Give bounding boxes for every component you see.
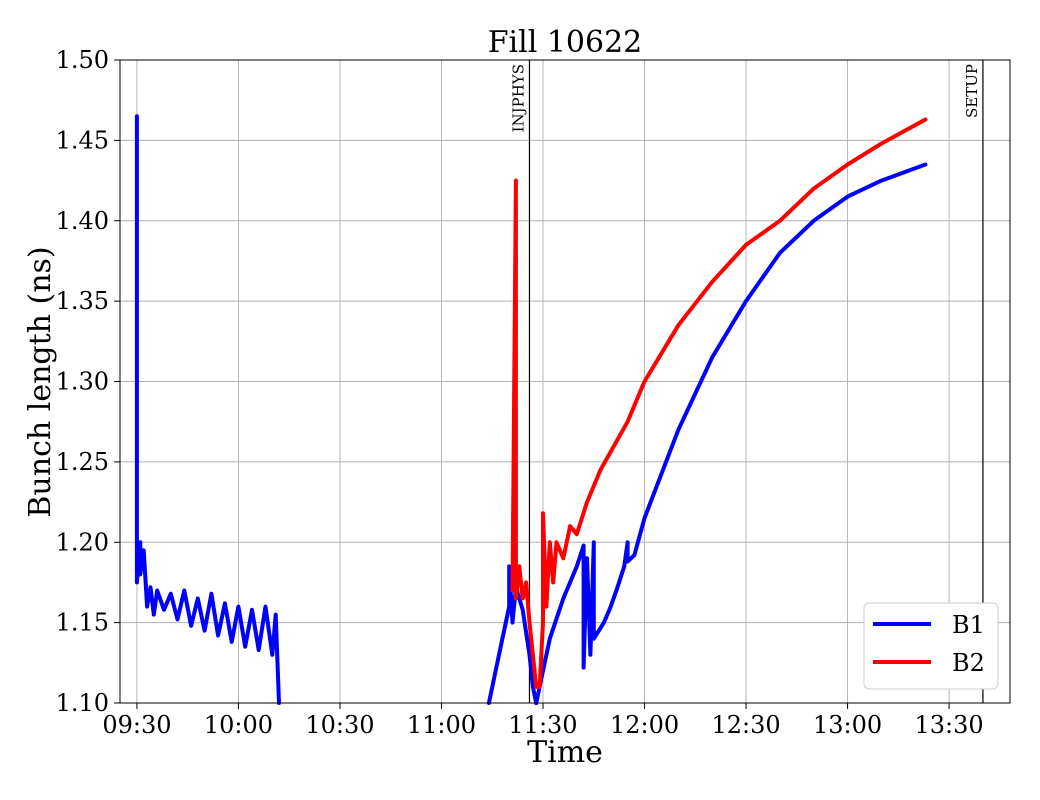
y-tick-label: 1.15 bbox=[56, 609, 109, 637]
series-line-b1 bbox=[134, 114, 281, 705]
x-tick-label: 12:30 bbox=[711, 711, 780, 739]
axis-ticks: 09:30 10:00 10:30 11:00 11:30 12:00 12:30 13:00… bbox=[56, 46, 984, 739]
event-markers: INJPHYS SETUP bbox=[509, 60, 984, 703]
y-tick-label: 1.10 bbox=[56, 689, 109, 717]
x-tick-label: 13:30 bbox=[915, 711, 984, 739]
x-axis-label: Time bbox=[527, 735, 603, 770]
series-lines bbox=[134, 114, 928, 705]
series-line-b2 bbox=[510, 117, 928, 689]
y-tick-label: 1.20 bbox=[56, 528, 109, 556]
y-tick-label: 1.40 bbox=[56, 207, 109, 235]
x-tick-label: 10:30 bbox=[305, 711, 374, 739]
y-tick-label: 1.45 bbox=[56, 126, 109, 154]
series-line-b1 bbox=[534, 162, 928, 705]
series-line-b1 bbox=[486, 564, 539, 705]
y-axis-label: Bunch length (ns) bbox=[23, 246, 58, 517]
legend-label-b2: B2 bbox=[952, 649, 985, 677]
x-tick-label: 13:00 bbox=[813, 711, 882, 739]
x-tick-label: 11:00 bbox=[407, 711, 476, 739]
x-tick-label: 11:30 bbox=[508, 711, 577, 739]
y-tick-label: 1.50 bbox=[56, 46, 109, 74]
x-tick-label: 12:00 bbox=[610, 711, 679, 739]
event-marker-label: INJPHYS bbox=[509, 64, 527, 132]
y-tick-label: 1.35 bbox=[56, 287, 109, 315]
y-tick-label: 1.25 bbox=[56, 448, 109, 476]
x-tick-label: 09:30 bbox=[102, 711, 171, 739]
x-tick-label: 10:00 bbox=[204, 711, 273, 739]
chart-title: Fill 10622 bbox=[488, 25, 643, 60]
legend-label-b1: B1 bbox=[952, 611, 985, 639]
event-marker-label: SETUP bbox=[963, 64, 981, 118]
y-tick-label: 1.30 bbox=[56, 368, 109, 396]
